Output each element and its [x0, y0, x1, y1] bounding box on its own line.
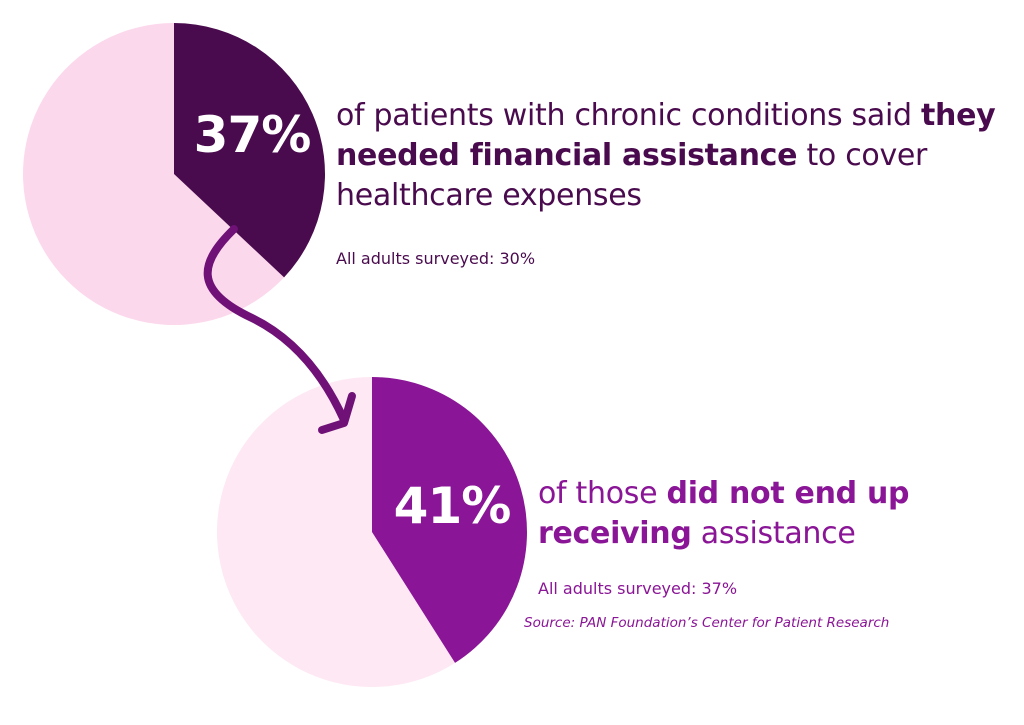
statement-emphasis: did not end up receiving — [538, 476, 910, 551]
pie-percent-label: 41% — [394, 477, 511, 535]
statement-text: of those — [538, 476, 667, 511]
pie-percent-label: 37% — [194, 106, 311, 164]
statement-emphasis: they needed financial assistance — [336, 98, 996, 173]
source-note: Source: PAN Foundation’s Center for Pati… — [524, 615, 890, 631]
statement-text: to cover healthcare expenses — [336, 138, 928, 213]
arrow-head-icon — [318, 392, 356, 434]
pie-chart-chronic-conditions: 37% — [22, 23, 325, 325]
statement-text: of patients with chronic conditions said — [336, 98, 921, 133]
pie-slice-did-not-receive — [372, 377, 527, 663]
pie-slice-needed-assistance — [174, 23, 325, 278]
comparison-note: All adults surveyed: 30% — [336, 249, 536, 268]
statement-did-not-receive: of those did not end up receiving assist… — [538, 474, 988, 554]
statement-text: assistance — [691, 516, 856, 551]
statement-chronic-conditions: of patients with chronic conditions said… — [336, 96, 996, 216]
pie-slice-remainder — [217, 377, 456, 687]
comparison-note: All adults surveyed: 37% — [538, 579, 738, 598]
connector-arrow — [203, 225, 348, 424]
pie-chart-did-not-receive: 41% — [217, 377, 527, 687]
